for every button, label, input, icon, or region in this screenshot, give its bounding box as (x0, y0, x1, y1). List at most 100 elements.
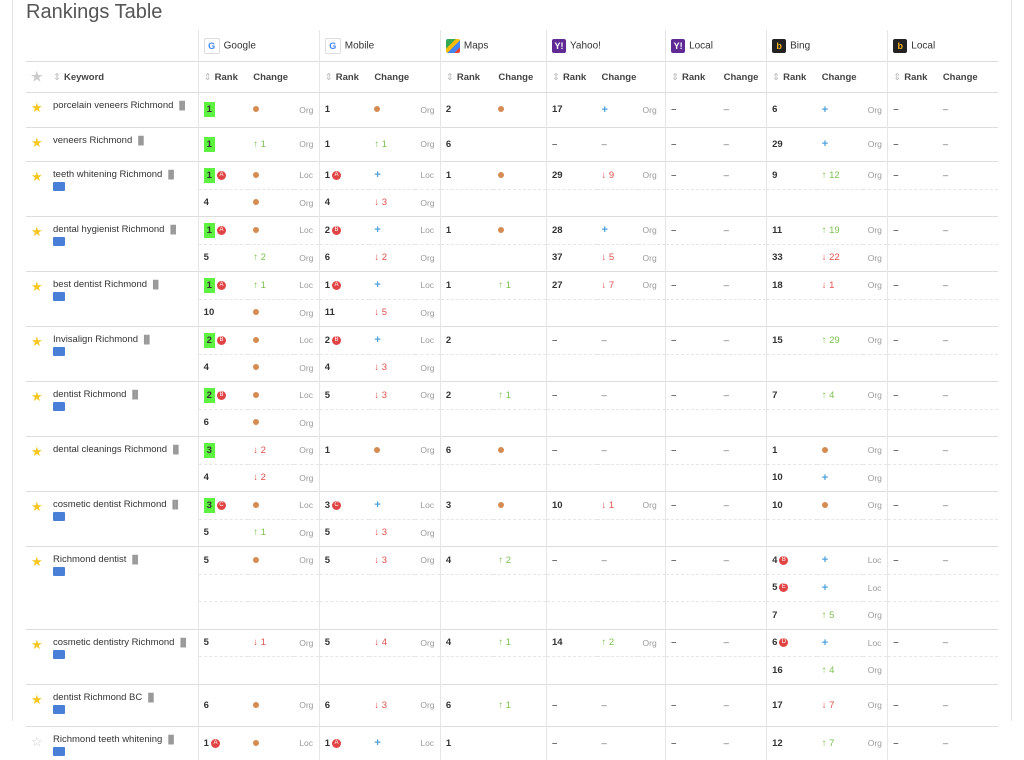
empty-change: – (942, 279, 949, 291)
bar-chart-icon[interactable]: ▐▌ (141, 335, 153, 344)
star-filled-icon[interactable]: ★ (31, 224, 43, 239)
change-cell: + (816, 573, 863, 602)
star-empty-icon[interactable]: ☆ (31, 733, 43, 749)
down-change: ↓ 3 (374, 527, 387, 538)
table-row: 6 Org (26, 408, 998, 437)
bar-chart-icon[interactable]: ▐▌ (176, 101, 188, 110)
engine-5[interactable]: b Bing (766, 30, 888, 62)
star-cell[interactable]: ★ (26, 126, 49, 162)
bar-chart-icon[interactable]: ▐▌ (169, 500, 181, 509)
star-filled-icon[interactable]: ★ (31, 389, 43, 404)
change-cell (369, 408, 416, 437)
change-cell: ↑ 1 (493, 628, 547, 657)
star-cell[interactable]: ★ (26, 436, 49, 492)
result-type: Org (415, 381, 441, 409)
change-value: 2 (381, 252, 387, 264)
change-header: Change (937, 61, 998, 93)
bar-chart-icon[interactable]: ▐▌ (167, 225, 179, 234)
star-cell[interactable]: ★ (26, 381, 49, 437)
rank-header[interactable]: ⇕ Rank (318, 61, 370, 93)
star-filled-icon[interactable]: ★ (31, 444, 43, 459)
bar-chart-icon[interactable]: ▐▌ (170, 445, 182, 454)
change-cell (937, 353, 998, 382)
star-cell[interactable]: ★ (26, 628, 49, 684)
serp-feature-badge: A (210, 738, 220, 748)
rank-header[interactable]: ⇕ Rank (439, 61, 494, 93)
empty-rank: – (671, 224, 677, 236)
engine-4[interactable]: Y! Local (665, 30, 767, 62)
arrow-down-icon: ↓ (374, 637, 382, 649)
rank-cell (887, 188, 938, 217)
star-filled-icon[interactable]: ★ (31, 691, 43, 707)
star-cell[interactable]: ☆ (26, 725, 49, 760)
rank-value: 1 (203, 136, 215, 152)
bar-chart-icon[interactable]: ▐▌ (145, 692, 157, 702)
star-cell[interactable]: ★ (26, 546, 49, 629)
rank-header[interactable]: ⇕ Rank (197, 61, 249, 93)
bar-chart-icon[interactable]: ▐▌ (165, 170, 177, 179)
engine-1[interactable]: G Mobile (318, 30, 441, 62)
rank-cell (665, 463, 719, 492)
star-filled-icon[interactable]: ★ (31, 636, 43, 652)
keyword-text[interactable]: cosmetic dentist Richmond (53, 499, 167, 510)
keyword-text[interactable]: porcelain veneers Richmond (53, 100, 174, 111)
bar-chart-icon[interactable]: ▐▌ (135, 135, 147, 145)
keyword-header[interactable]: ⇕ Keyword (48, 61, 199, 93)
star-filled-icon[interactable]: ★ (31, 279, 43, 294)
engine-0[interactable]: G Google (197, 30, 320, 62)
change-cell: + (816, 546, 863, 574)
keyword-text[interactable]: Richmond dentist (53, 554, 127, 565)
rank-header[interactable]: ⇕ Rank (665, 61, 719, 93)
table-row: ★ Richmond dentist ▐▌ 5 Org 5 ↓ 3 Org 4 ↑ 2– – – –4 B… (26, 546, 998, 629)
keyword-text[interactable]: best dentist Richmond (53, 279, 148, 290)
engine-3[interactable]: Y! Yahoo! (545, 30, 666, 62)
change-value: 1 (381, 138, 387, 150)
arrow-up-icon: ↑ (253, 138, 261, 150)
star-filled-icon[interactable]: ★ (31, 554, 43, 569)
star-cell[interactable]: ★ (26, 216, 49, 272)
star-cell[interactable]: ★ (26, 271, 49, 327)
star-filled-icon[interactable]: ★ (31, 169, 43, 184)
star-filled-icon[interactable]: ★ (31, 334, 43, 349)
bar-chart-icon[interactable]: ▐▌ (129, 390, 141, 399)
engine-2[interactable]: Maps (439, 30, 547, 62)
rank-header[interactable]: ⇕ Rank (887, 61, 938, 93)
keyword-text[interactable]: cosmetic dentistry Richmond (53, 636, 175, 648)
rank-header[interactable]: ⇕ Rank (545, 61, 597, 93)
keyword-text[interactable]: dentist Richmond BC (53, 691, 143, 703)
keyword-text[interactable]: dentist Richmond (53, 389, 127, 400)
rank-cell (439, 463, 494, 492)
rank-value: 2 (203, 332, 215, 348)
bar-chart-icon[interactable]: ▐▌ (129, 555, 141, 564)
bar-chart-icon[interactable]: ▐▌ (177, 637, 189, 647)
rank-header[interactable]: ⇕ Rank (766, 61, 817, 93)
table-row: ★ dentist Richmond BC ▐▌ 6 Org 6 ↓ 3 Org 6 ↑ 1 – – –… (26, 683, 998, 726)
down-change: ↓ 3 (374, 362, 387, 373)
star-cell[interactable]: ★ (26, 491, 49, 547)
bar-chart-icon[interactable]: ▐▌ (165, 734, 177, 744)
engine-6[interactable]: b Local (887, 30, 998, 62)
rank-cell: 6 (318, 683, 370, 726)
star-cell[interactable]: ★ (26, 683, 49, 726)
change-cell (596, 656, 638, 684)
star-cell[interactable]: ★ (26, 92, 49, 127)
star-header[interactable]: ★ (26, 61, 49, 93)
down-change: ↓ 5 (602, 252, 615, 263)
star-filled-icon[interactable]: ★ (31, 134, 43, 150)
star-cell[interactable]: ★ (26, 326, 49, 382)
star-cell[interactable]: ★ (26, 161, 49, 217)
star-filled-icon[interactable]: ★ (31, 499, 43, 514)
keyword-text[interactable]: teeth whitening Richmond (53, 169, 163, 180)
keyword-text[interactable]: dental cleanings Richmond (53, 444, 168, 455)
rank-cell (439, 601, 494, 629)
down-change: ↓ 1 (602, 500, 615, 511)
change-cell (816, 518, 863, 547)
keyword-text[interactable]: Invisalign Richmond (53, 334, 139, 345)
empty-rank: – (551, 389, 558, 401)
bar-chart-icon[interactable]: ▐▌ (150, 280, 162, 289)
keyword-text[interactable]: veneers Richmond (53, 134, 133, 146)
keyword-text[interactable]: Richmond teeth whitening (53, 733, 163, 745)
star-filled-icon[interactable]: ★ (31, 100, 43, 115)
keyword-text[interactable]: dental hygienist Richmond (53, 224, 165, 235)
